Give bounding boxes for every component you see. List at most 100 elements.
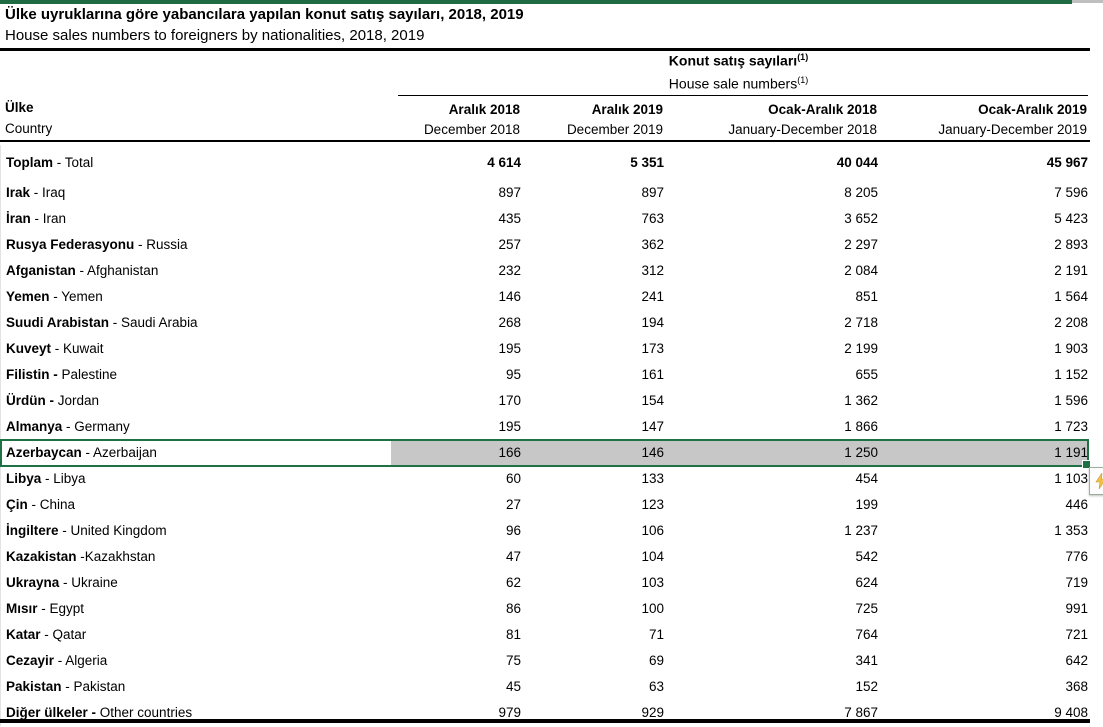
country-label[interactable]: Kuveyt - Kuwait xyxy=(1,336,391,362)
country-label[interactable]: Libya - Libya xyxy=(1,466,391,492)
value-cell[interactable]: 454 xyxy=(855,471,878,486)
value-cell[interactable]: 725 xyxy=(855,601,878,616)
value-cell[interactable]: 268 xyxy=(498,315,521,330)
table-row[interactable]: Mısır - Egypt 86 100 725 991 xyxy=(1,596,1088,622)
value-cell[interactable]: 2 208 xyxy=(1054,315,1088,330)
value-cell[interactable]: 100 xyxy=(641,601,664,616)
country-label[interactable]: Diğer ülkeler - Other countries xyxy=(1,700,391,726)
value-cell[interactable]: 241 xyxy=(641,289,664,304)
table-row[interactable]: Kazakistan -Kazakhstan 47 104 542 776 xyxy=(1,544,1088,570)
value-cell[interactable]: 3 652 xyxy=(844,211,878,226)
value-cell[interactable]: 257 xyxy=(498,237,521,252)
table-row[interactable]: İran - Iran 435 763 3 652 5 423 xyxy=(1,206,1088,232)
value-cell[interactable]: 2 718 xyxy=(844,315,878,330)
table-row[interactable]: Afganistan - Afghanistan 232 312 2 084 2 191 xyxy=(1,258,1088,284)
country-label[interactable]: Suudi Arabistan - Saudi Arabia xyxy=(1,310,391,336)
country-label[interactable]: Irak - Iraq xyxy=(1,180,391,206)
value-cell[interactable]: 71 xyxy=(648,627,664,642)
value-cell[interactable]: 161 xyxy=(641,367,664,382)
value-cell[interactable]: 1 362 xyxy=(844,393,878,408)
country-label[interactable]: İngiltere - United Kingdom xyxy=(1,518,391,544)
table-row[interactable]: Suudi Arabistan - Saudi Arabia 268 194 2 71… xyxy=(1,310,1088,336)
value-cell[interactable]: 147 xyxy=(641,419,664,434)
table-row[interactable]: Yemen - Yemen 146 241 851 1 564 xyxy=(1,284,1088,310)
value-cell[interactable]: 721 xyxy=(1065,627,1088,642)
quick-analysis-button[interactable] xyxy=(1089,467,1103,495)
value-cell[interactable]: 45 xyxy=(505,679,521,694)
value-cell[interactable]: 9 408 xyxy=(1054,705,1088,720)
country-label[interactable]: Almanya - Germany xyxy=(1,414,391,440)
country-label[interactable]: Afganistan - Afghanistan xyxy=(1,258,391,284)
value-cell[interactable]: 1 152 xyxy=(1054,367,1088,382)
value-cell[interactable]: 104 xyxy=(641,549,664,564)
table-row[interactable]: İngiltere - United Kingdom 96 106 1 237 1 35… xyxy=(1,518,1088,544)
country-label[interactable]: Filistin - Palestine xyxy=(1,362,391,388)
value-cell[interactable]: 69 xyxy=(648,653,664,668)
value-cell[interactable]: 1 596 xyxy=(1054,393,1088,408)
value-cell[interactable]: 199 xyxy=(855,497,878,512)
value-cell[interactable]: 897 xyxy=(498,185,521,200)
value-cell[interactable]: 719 xyxy=(1065,575,1088,590)
value-cell[interactable]: 655 xyxy=(855,367,878,382)
value-cell[interactable]: 368 xyxy=(1065,679,1088,694)
value-cell[interactable]: 96 xyxy=(505,523,521,538)
value-cell[interactable]: 851 xyxy=(855,289,878,304)
country-label[interactable]: Kazakistan -Kazakhstan xyxy=(1,544,391,570)
value-cell[interactable]: 1 353 xyxy=(1054,523,1088,538)
value-cell[interactable]: 991 xyxy=(1065,601,1088,616)
value-cell[interactable]: 2 297 xyxy=(844,237,878,252)
value-cell[interactable]: 60 xyxy=(505,471,521,486)
country-label[interactable]: Ürdün - Jordan xyxy=(1,388,391,414)
value-cell[interactable]: 929 xyxy=(641,705,664,720)
value-cell[interactable]: 63 xyxy=(648,679,664,694)
value-cell[interactable]: 195 xyxy=(498,419,521,434)
value-cell[interactable]: 763 xyxy=(641,211,664,226)
table-row[interactable]: Filistin - Palestine 95 161 655 1 152 xyxy=(1,362,1088,388)
value-cell[interactable]: 2 893 xyxy=(1054,237,1088,252)
value-cell[interactable]: 4 614 xyxy=(487,155,521,170)
value-cell[interactable]: 1 564 xyxy=(1054,289,1088,304)
value-cell[interactable]: 103 xyxy=(641,575,664,590)
country-label[interactable]: İran - Iran xyxy=(1,206,391,232)
country-label[interactable]: Azerbaycan - Azerbaijan xyxy=(1,440,391,466)
value-cell[interactable]: 166 xyxy=(391,440,521,466)
value-cell[interactable]: 40 044 xyxy=(836,155,878,170)
country-label[interactable]: Ukrayna - Ukraine xyxy=(1,570,391,596)
country-label[interactable]: Toplam - Total xyxy=(1,145,391,180)
value-cell[interactable]: 75 xyxy=(505,653,521,668)
table-row-total[interactable]: Toplam - Total 4 614 5 351 40 044 45 967 xyxy=(1,145,1088,180)
value-cell[interactable]: 170 xyxy=(498,393,521,408)
value-cell[interactable]: 194 xyxy=(641,315,664,330)
value-cell[interactable]: 435 xyxy=(498,211,521,226)
value-cell[interactable]: 362 xyxy=(641,237,664,252)
table-row[interactable]: Ukrayna - Ukraine 62 103 624 719 xyxy=(1,570,1088,596)
value-cell[interactable]: 2 084 xyxy=(844,263,878,278)
value-cell[interactable]: 106 xyxy=(641,523,664,538)
value-cell[interactable]: 133 xyxy=(641,471,664,486)
value-cell[interactable]: 897 xyxy=(641,185,664,200)
value-cell[interactable]: 979 xyxy=(498,705,521,720)
country-label[interactable]: Pakistan - Pakistan xyxy=(1,674,391,700)
value-cell[interactable]: 1 250 xyxy=(664,440,878,466)
value-cell[interactable]: 1 237 xyxy=(844,523,878,538)
value-cell[interactable]: 62 xyxy=(505,575,521,590)
value-cell[interactable]: 1 903 xyxy=(1054,341,1088,356)
value-cell[interactable]: 152 xyxy=(855,679,878,694)
value-cell[interactable]: 1 191 xyxy=(878,440,1088,466)
table-row[interactable]: Almanya - Germany 195 147 1 866 1 723 xyxy=(1,414,1088,440)
value-cell[interactable]: 5 423 xyxy=(1054,211,1088,226)
value-cell[interactable]: 2 191 xyxy=(1054,263,1088,278)
value-cell[interactable]: 446 xyxy=(1065,497,1088,512)
value-cell[interactable]: 7 596 xyxy=(1054,185,1088,200)
value-cell[interactable]: 173 xyxy=(641,341,664,356)
value-cell[interactable]: 2 199 xyxy=(844,341,878,356)
value-cell[interactable]: 146 xyxy=(498,289,521,304)
table-row-selected[interactable]: Azerbaycan - Azerbaijan 166 146 1 250 1 191 xyxy=(0,439,1091,469)
country-label[interactable]: Yemen - Yemen xyxy=(1,284,391,310)
value-cell[interactable]: 5 351 xyxy=(630,155,664,170)
value-cell[interactable]: 1 723 xyxy=(1054,419,1088,434)
value-cell[interactable]: 123 xyxy=(641,497,664,512)
value-cell[interactable]: 341 xyxy=(855,653,878,668)
value-cell[interactable]: 764 xyxy=(855,627,878,642)
country-label[interactable]: Rusya Federasyonu - Russia xyxy=(1,232,391,258)
